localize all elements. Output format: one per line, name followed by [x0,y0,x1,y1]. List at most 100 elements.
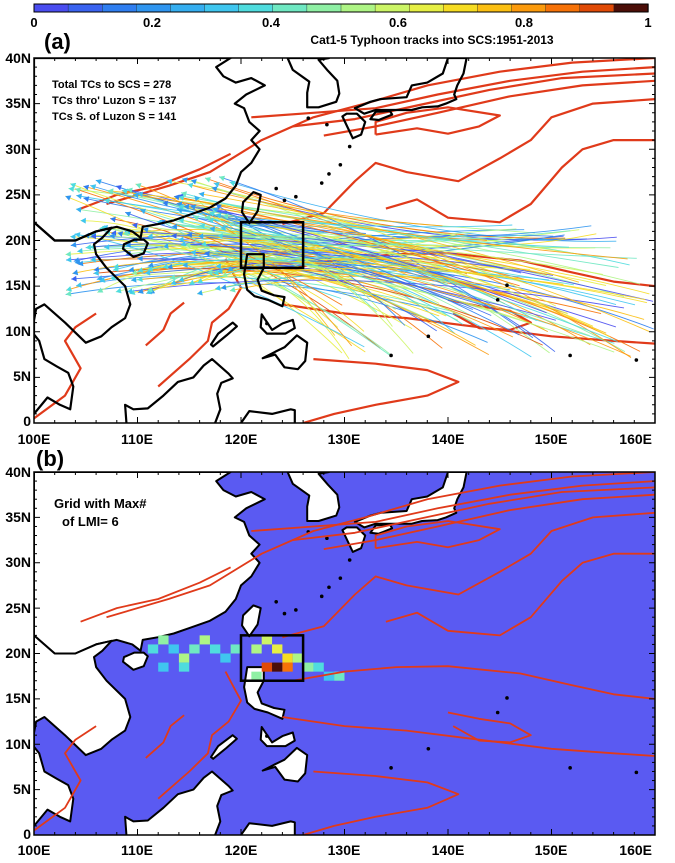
island-dot [274,599,278,604]
contour-line [292,486,655,541]
coastline-sulawesi [239,408,296,423]
track-arrowhead [169,274,176,280]
lat-label-15n: 15N [5,277,31,293]
island-dot [325,536,329,541]
colorbar-swatch [272,3,308,13]
track-arrowhead [99,277,106,283]
track-arrowhead [116,185,122,191]
lat-label-25n-b: 25N [5,600,31,616]
land-palawan [210,734,238,760]
track-arrowhead [171,233,177,239]
island-dot [634,770,639,775]
typhoon-track [123,228,409,276]
island-dot [389,766,393,770]
coastline-shikoku [369,109,394,122]
panel-b-contours [34,472,655,835]
lmi-cell [261,635,273,645]
typhoon-track [180,237,378,313]
island-dot [426,746,431,751]
track-arrowhead [198,233,204,239]
track-arrowhead [193,215,200,221]
colorbar-frame [33,3,649,13]
track-arrowhead [190,249,196,256]
stat-south-luzon: TCs S. of Luzon S = 141 [52,111,176,123]
island-dot [282,611,287,616]
panel-a: (a) Total TCs to SCS = 278 TCs thro' Luz… [5,29,656,447]
lmi-cell [178,662,190,672]
typhoon-track [146,267,648,304]
track-arrowhead [182,262,188,268]
lmi-cell [158,662,169,672]
typhoon-track [166,180,557,307]
track-arrowhead [70,182,77,189]
track-arrowhead [97,287,104,293]
typhoon-track [229,275,645,320]
lat-label-40n: 40N [5,50,31,66]
track-arrowhead [144,269,151,276]
lon-label-120e-b: 120E [225,842,258,858]
track-arrowhead [90,256,96,263]
coastline-borneo [124,358,234,423]
track-arrowhead [197,278,204,284]
lon-label-110e-b: 110E [121,842,153,858]
lmi-grid-cells [147,635,345,681]
stat-total-tcs: Total TCs to SCS = 278 [52,79,171,91]
typhoon-track [65,282,461,317]
coastline-hainan [121,238,149,258]
coastline-indochina [34,221,132,415]
contour-line [282,511,655,639]
panel-b-lat-labels: 40N 35N 30N 25N 20N 15N 10N 5N 0 [5,464,31,842]
panel-a-tick-marks [33,57,656,424]
colorbar-swatch [102,3,138,13]
lmi-cell [189,644,200,654]
land-indochina [34,634,132,827]
track-arrowhead [68,186,75,192]
typhoon-track [204,252,455,276]
island-dot [505,696,509,700]
track-arrowhead [113,263,119,270]
land-honshu [353,472,468,529]
contour-line [34,312,97,420]
lmi-cell [178,653,190,663]
island-dot [265,321,269,326]
colorbar-tick-3: 0.6 [389,15,407,30]
track-arrowhead [178,236,184,243]
panel-b-label: (b) [36,446,64,471]
colorbar-swatch [306,3,342,13]
track-arrowhead [185,242,191,249]
typhoon-track [128,261,646,301]
typhoon-track [212,208,547,314]
colorbar-swatch [238,3,274,13]
island-dot [294,194,298,199]
track-arrowhead [127,288,133,294]
contour-line [157,671,242,800]
land-shikoku [369,523,394,535]
island-dot [568,766,572,770]
lmi-cell [220,653,231,663]
track-arrowhead [70,241,77,248]
typhoon-track [163,239,506,305]
contour-line [145,714,185,759]
island-dot [294,608,298,612]
track-arrowhead [146,288,153,295]
land-hainan [122,651,149,671]
panel-b-land [34,472,639,835]
typhoon-track [167,262,350,360]
track-arrowhead [219,175,225,182]
land-korea [286,472,341,522]
track-arrowhead [93,270,99,276]
lat-label-10n: 10N [5,323,31,339]
colorbar-swatch [136,3,172,13]
lat-label-0: 0 [23,413,31,429]
track-arrowhead [66,256,72,263]
track-arrowhead [194,195,200,202]
land-visayas [259,726,296,748]
track-arrowhead [90,233,96,240]
track-arrowhead [142,227,149,233]
track-arrowhead [183,204,190,210]
panel-b: (b) Grid with Max# of LMI= 6 40N 35N 30N… [5,446,656,858]
colorbar [33,3,649,13]
typhoon-track [85,243,492,316]
track-arrowhead [133,192,139,199]
colorbar-ticks: 0 0.2 0.4 0.6 0.8 1 [30,15,651,30]
